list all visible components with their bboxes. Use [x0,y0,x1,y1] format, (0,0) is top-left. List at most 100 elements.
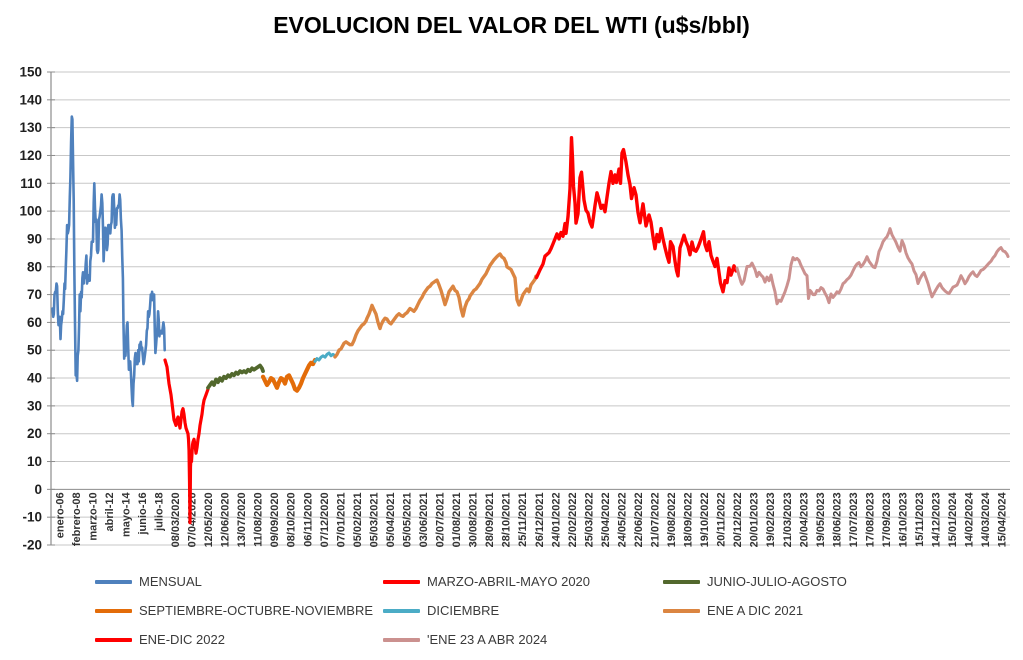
legend-item-ene-a-dic-2021[interactable]: ENE A DIC 2021 [663,603,803,618]
x-axis-label: 18/09/2022 [683,492,695,547]
y-axis-label: 30 [27,398,42,413]
x-axis-label: 28/10/2021 [501,492,513,547]
legend-row-3: ENE-DIC 2022 'ENE 23 A ABR 2024 [95,625,1015,654]
legend-label: ENE-DIC 2022 [139,632,225,647]
x-axis-label: 18/06/2023 [831,492,843,547]
x-axis-label: 05/05/2021 [401,492,413,547]
x-axis-label: mayo-14 [120,491,132,537]
x-axis-label: junio-16 [137,492,149,535]
x-axis-label: 14/03/2024 [980,491,992,547]
y-axis-label: -10 [22,510,42,525]
x-axis-label: 30/08/2021 [468,492,480,547]
legend-label: MARZO-ABRIL-MAYO 2020 [427,574,591,589]
legend-item-marzo-abril-mayo-2020[interactable]: MARZO-ABRIL-MAYO 2020 [383,574,663,589]
x-axis-label: enero-06 [54,492,66,538]
legend-line-swatch [95,608,132,613]
x-axis-label: 24/01/2022 [550,492,562,547]
x-axis-label: 25/11/2021 [517,492,529,546]
legend-line-swatch [95,637,132,642]
chart-title: EVOLUCION DEL VALOR DEL WTI (u$s/bbl) [273,12,750,38]
y-axis-label: -20 [22,538,42,553]
x-axis-label: abril-12 [104,492,116,531]
x-axis-label: 15/04/2024 [997,491,1009,547]
x-axis-label: 03/06/2021 [418,492,430,547]
x-axis-label: 16/10/2023 [898,492,910,547]
x-axis-label: 12/05/2020 [203,492,215,547]
x-axis-label: 08/03/2020 [170,492,182,547]
legend-row-1: MENSUAL MARZO-ABRIL-MAYO 2020 JUNIO-JULI… [95,567,1015,596]
x-axis-label: 07/01/2021 [335,492,347,547]
legend-line-swatch [95,579,132,584]
x-axis-label: 17/07/2023 [848,492,860,547]
y-axis-label: 140 [19,92,42,107]
x-axis-label: 22/06/2022 [633,492,645,547]
series-line-0 [51,115,166,408]
legend-item-mensual[interactable]: MENSUAL [95,574,383,589]
x-axis-label: 17/08/2023 [864,492,876,547]
x-axis-label: julio-18 [153,492,165,532]
x-axis-label: 20/12/2022 [732,492,744,547]
x-axis-label: 02/07/2021 [435,492,447,547]
x-axis-label: 14/02/2024 [964,491,976,547]
legend-row-2: SEPTIEMBRE-OCTUBRE-NOVIEMBRE DICIEMBRE E… [95,596,1015,625]
y-axis-label: 0 [34,482,42,497]
y-axis-label: 90 [27,231,42,246]
x-axis-label: 11/08/2020 [253,492,265,546]
y-axis-label: 70 [27,287,42,302]
x-axis-label: 19/05/2023 [815,492,827,547]
series-line-6 [534,135,738,294]
y-axis-label: 100 [19,204,42,219]
legend-line-swatch [663,579,700,584]
x-axis-label: 20/04/2023 [798,492,810,547]
legend-label: MENSUAL [139,574,202,589]
x-axis-label: 12/06/2020 [220,492,232,547]
legend-label: ENE A DIC 2021 [707,603,804,618]
series-line-5 [333,252,538,359]
x-axis-label: 17/09/2023 [881,492,893,547]
y-axis-label: 50 [27,343,42,358]
x-axis-label: 05/04/2021 [385,492,397,547]
x-axis-label: 01/08/2021 [451,492,463,547]
x-axis-label: febrero-08 [71,492,83,546]
x-axis-label: 19/02/2023 [765,492,777,547]
legend-item-septiembre-octubre-noviembre[interactable]: SEPTIEMBRE-OCTUBRE-NOVIEMBRE [95,603,383,618]
legend-line-swatch [383,608,420,613]
legend-line-swatch [383,637,420,642]
x-axis-label: 05/03/2021 [368,492,380,547]
x-axis-label: 25/03/2022 [583,492,595,547]
x-axis-label: 13/07/2020 [236,492,248,547]
legend-label: DICIEMBRE [427,603,500,618]
y-axis-label: 60 [27,315,42,330]
y-axis-label: 120 [19,148,42,163]
y-axis-label: 40 [27,371,42,386]
chart-legend: MENSUAL MARZO-ABRIL-MAYO 2020 JUNIO-JULI… [95,567,1015,654]
legend-item-ene-23-a-abr-2024[interactable]: 'ENE 23 A ABR 2024 [383,632,663,647]
x-axis-label: 15/11/2023 [914,492,926,546]
y-axis-label: 110 [20,176,42,191]
x-axis-label: 28/09/2021 [484,492,496,547]
x-axis-label: 08/10/2020 [286,492,298,547]
series-line-1 [163,358,210,525]
x-axis-label: 21/07/2022 [650,492,662,547]
x-axis-label: 26/12/2021 [534,492,546,547]
legend-label: SEPTIEMBRE-OCTUBRE-NOVIEMBRE [139,603,374,618]
x-axis-label: 21/03/2023 [782,492,794,547]
legend-item-junio-julio-agosto[interactable]: JUNIO-JULIO-AGOSTO [663,574,847,589]
x-axis-label: 22/02/2022 [567,492,579,547]
x-axis-label: marzo-10 [87,492,99,540]
y-axis-label: 150 [19,65,42,80]
y-axis-label: 130 [19,120,42,135]
y-axis-label: 10 [27,454,42,469]
legend-line-swatch [663,608,700,613]
legend-item-ene-dic-2022[interactable]: ENE-DIC 2022 [95,632,383,647]
x-axis-label: 14/12/2023 [931,492,943,547]
legend-label: JUNIO-JULIO-AGOSTO [707,574,847,589]
legend-item-diciembre[interactable]: DICIEMBRE [383,603,663,618]
series-line-7 [735,227,1010,306]
x-axis-label: 25/04/2022 [600,492,612,547]
x-axis-label: 19/10/2022 [699,492,711,547]
series-line-2 [206,363,265,390]
x-axis-label: 20/11/2022 [716,492,728,546]
